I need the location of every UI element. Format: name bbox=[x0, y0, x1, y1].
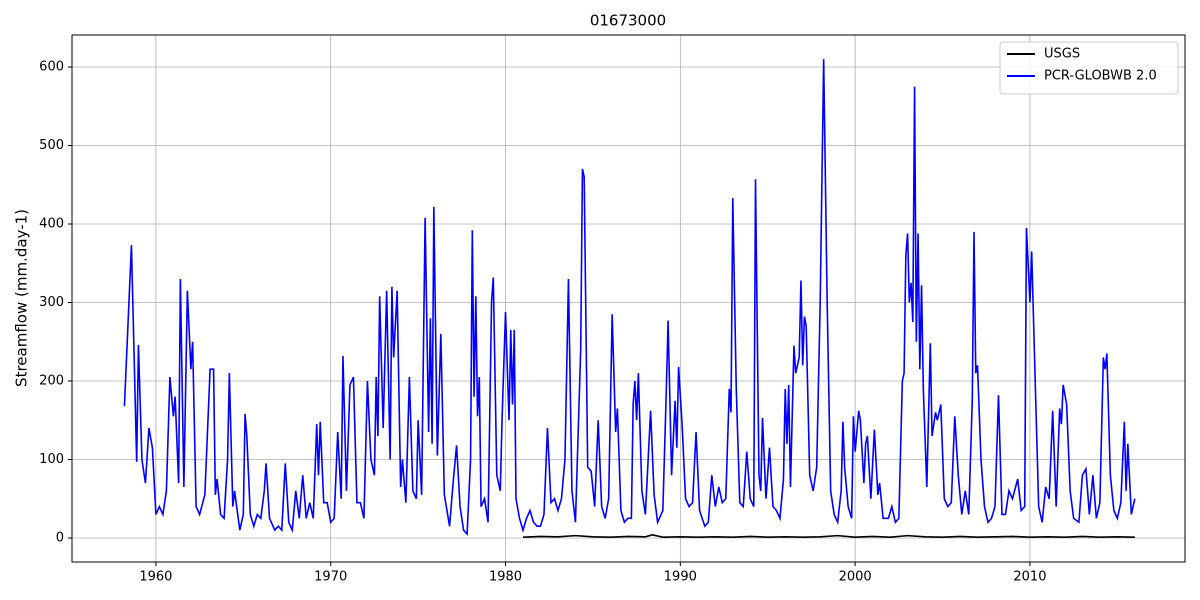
x-tick-label: 1980 bbox=[489, 570, 522, 585]
x-tick-label: 2000 bbox=[839, 570, 872, 585]
legend: USGS PCR-GLOBWB 2.0 bbox=[999, 41, 1179, 95]
y-tick-label: 600 bbox=[39, 60, 64, 75]
y-tick-label: 0 bbox=[56, 530, 64, 545]
legend-label: USGS bbox=[1044, 47, 1080, 62]
x-tick-label: 1990 bbox=[664, 570, 697, 585]
y-axis-label: Streamflow (mm.day-1) bbox=[13, 209, 31, 387]
y-tick-label: 400 bbox=[39, 217, 64, 232]
axes: 1960 1970 1980 1990 2000 2010 0 100 200 300 400 500… bbox=[39, 60, 1046, 585]
legend-label: PCR-GLOBWB 2.0 bbox=[1044, 69, 1157, 84]
series-line bbox=[123, 59, 1136, 537]
y-tick-label: 100 bbox=[39, 452, 64, 467]
chart-title: 01673000 bbox=[590, 12, 666, 30]
plot-lines bbox=[123, 59, 1136, 539]
x-tick-label: 1970 bbox=[314, 570, 347, 585]
y-tick-label: 200 bbox=[39, 373, 64, 388]
grid bbox=[72, 35, 1185, 562]
y-tick-label: 500 bbox=[39, 138, 64, 153]
y-tick-label: 300 bbox=[39, 295, 64, 310]
x-tick-label: 2010 bbox=[1013, 570, 1046, 585]
series-line bbox=[522, 534, 1135, 539]
legend-box bbox=[999, 41, 1179, 95]
plot-frame bbox=[71, 34, 1186, 563]
x-tick-label: 1960 bbox=[139, 570, 172, 585]
